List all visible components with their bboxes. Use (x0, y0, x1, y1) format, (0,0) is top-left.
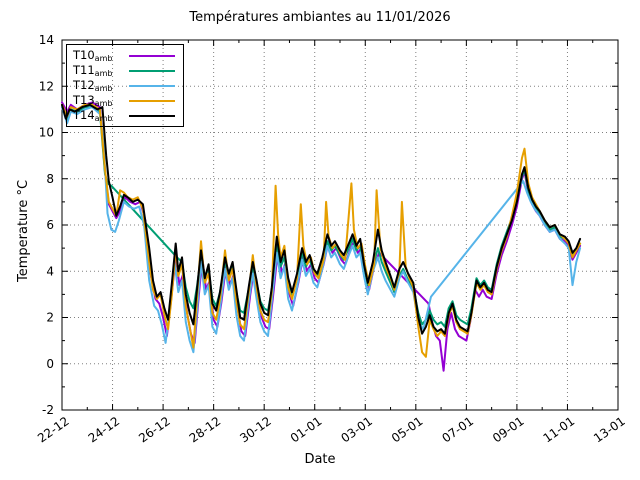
y-tick-label: 12 (39, 79, 54, 93)
legend-entry-t12: T12amb (73, 78, 175, 93)
x-tick-label: 30-12 (237, 414, 274, 445)
legend-line-sample (129, 69, 175, 72)
x-tick-label: 28-12 (187, 414, 224, 445)
series-line-T11amb (61, 106, 582, 328)
x-tick-label: 09-01 (490, 414, 527, 445)
y-tick-label: 0 (46, 357, 54, 371)
legend-entry-t14: T14amb (73, 108, 175, 123)
y-tick-label: 14 (39, 33, 54, 47)
y-tick-label: 2 (46, 311, 54, 325)
x-tick-label: 07-01 (439, 414, 476, 445)
series-line-T14amb (61, 103, 582, 335)
y-tick-label: 4 (46, 264, 54, 278)
x-axis-label: Date (304, 452, 336, 467)
y-tick-label: 6 (46, 218, 54, 232)
legend-entry-t10: T10amb (73, 48, 175, 63)
y-tick-label: 8 (46, 172, 54, 186)
legend-line-sample (129, 114, 175, 117)
x-tick-label: 11-01 (541, 414, 578, 445)
x-tick-label: 24-12 (86, 414, 123, 445)
chart-title: Températures ambiantes au 11/01/2026 (189, 10, 451, 25)
legend-entry-t11: T11amb (73, 63, 175, 78)
legend-line-sample (129, 84, 175, 87)
legend-line-sample (129, 99, 175, 102)
series-line-T12amb (61, 106, 582, 354)
x-tick-label: 03-01 (338, 414, 375, 445)
x-tick-label: 05-01 (389, 414, 426, 445)
y-tick-label: -2 (42, 403, 54, 417)
legend-label: T11amb (73, 63, 113, 78)
x-tick-label: 26-12 (136, 414, 173, 445)
x-tick-label: 01-01 (288, 414, 325, 445)
x-tick-label: 13-01 (591, 414, 628, 445)
legend: T10amb T11amb T12amb T13amb T14amb (66, 44, 184, 127)
x-tick-label: 22-12 (35, 414, 72, 445)
legend-entry-t13: T13amb (73, 93, 175, 108)
legend-label: T12amb (73, 78, 113, 93)
plot-border (61, 39, 619, 411)
legend-label: T10amb (73, 48, 113, 63)
series-line-T10amb (61, 101, 582, 372)
legend-label: T14amb (73, 108, 113, 123)
legend-line-sample (129, 54, 175, 57)
legend-label: T13amb (73, 93, 113, 108)
series-line-T13amb (61, 103, 582, 358)
y-tick-label: 10 (39, 126, 54, 140)
y-axis-label: Temperature °C (16, 179, 31, 282)
